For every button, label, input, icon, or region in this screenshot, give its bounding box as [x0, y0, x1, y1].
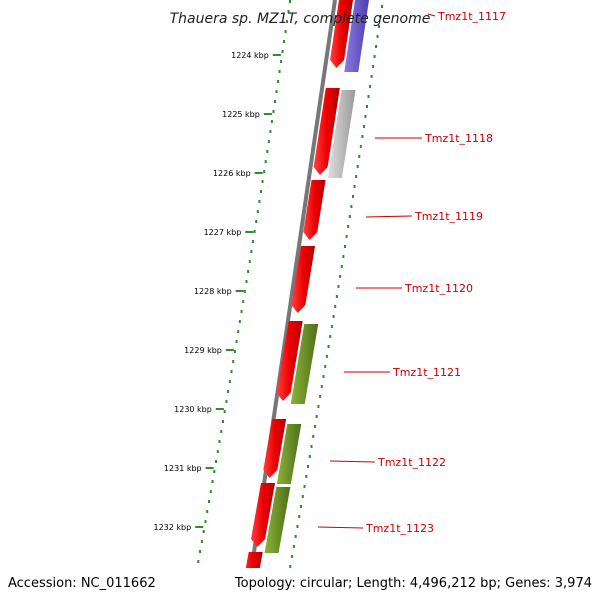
gene-label-tmz1t_1122: Tmz1t_1122 — [329, 456, 446, 469]
genome-summary-text: Topology: circular; Length: 4,496,212 bp… — [234, 576, 592, 591]
kbp-tick: 1225 kbp — [222, 110, 272, 119]
cds-feature — [303, 180, 326, 240]
tick-label: 1229 kbp — [184, 346, 222, 355]
gene-label-text: Tmz1t_1121 — [392, 366, 461, 379]
kbp-tick: 1224 kbp — [231, 51, 281, 60]
kbp-tick: 1230 kbp — [174, 405, 224, 414]
tick-mark — [225, 349, 234, 351]
feature-bands — [241, 0, 369, 600]
gene-label-tmz1t_1120: Tmz1t_1120 — [356, 282, 473, 295]
tick-mark — [215, 408, 224, 410]
tick-label: 1227 kbp — [204, 228, 242, 237]
gene-label-tmz1t_1121: Tmz1t_1121 — [344, 366, 461, 379]
tick-label: 1224 kbp — [231, 51, 269, 60]
gene-label-text: Tmz1t_1123 — [365, 522, 434, 535]
label-pointer-line — [427, 13, 436, 17]
cds-feature — [263, 419, 287, 478]
tick-mark — [254, 172, 263, 174]
gene-label-text: Tmz1t_1117 — [437, 10, 506, 23]
gene-label-pointers: Tmz1t_1117 Tmz1t_1118 Tmz1t_1119 Tmz1t_1120… — [317, 10, 506, 535]
cds-feature — [330, 0, 353, 68]
tick-label: 1231 kbp — [164, 464, 202, 473]
gene-label-text: Tmz1t_1122 — [377, 456, 446, 469]
tick-mark — [263, 113, 272, 115]
protein-feature — [264, 487, 291, 553]
tick-mark — [272, 54, 281, 56]
protein-feature — [290, 324, 319, 404]
gene-label-text: Tmz1t_1120 — [404, 282, 473, 295]
gene-label-tmz1t_1119: Tmz1t_1119 — [365, 210, 483, 223]
cds-feature — [251, 483, 276, 547]
tick-ring-dots — [191, 0, 383, 598]
gene-label-tmz1t_1117: Tmz1t_1117 — [427, 10, 506, 23]
kbp-tick: 1228 kbp — [194, 287, 244, 296]
tick-label: 1225 kbp — [222, 110, 260, 119]
tick-mark — [245, 231, 254, 233]
accession-text: Accession: NC_011662 — [8, 576, 156, 591]
kbp-tick: 1232 kbp — [153, 523, 204, 532]
kbp-tick: 1229 kbp — [184, 346, 234, 355]
tick-mark — [195, 526, 204, 528]
tick-mark — [235, 290, 244, 292]
cds-feature — [276, 321, 303, 401]
map-title: Thauera sp. MZ1T, complete genome — [170, 11, 431, 27]
protein-feature — [327, 90, 356, 178]
tick-label: 1232 kbp — [153, 523, 191, 532]
gene-label-tmz1t_1118: Tmz1t_1118 — [375, 132, 493, 145]
protein-feature — [344, 0, 369, 72]
label-pointer-line — [329, 460, 376, 463]
tick-label: 1230 kbp — [174, 405, 212, 414]
protein-feature — [276, 424, 302, 484]
cds-feature — [313, 88, 340, 175]
tick-label: 1226 kbp — [213, 169, 251, 178]
label-pointer-line — [365, 215, 413, 218]
tick-mark — [205, 467, 214, 469]
gene-label-text: Tmz1t_1118 — [424, 132, 493, 145]
tick-label: 1228 kbp — [194, 287, 232, 296]
kbp-tick: 1227 kbp — [204, 228, 254, 237]
gene-label-text: Tmz1t_1119 — [414, 210, 483, 223]
label-pointer-line — [317, 526, 364, 529]
cds-feature — [291, 246, 316, 313]
kbp-tick: 1231 kbp — [164, 464, 214, 473]
kbp-tick: 1226 kbp — [213, 169, 263, 178]
gene-label-tmz1t_1123: Tmz1t_1123 — [317, 522, 434, 535]
